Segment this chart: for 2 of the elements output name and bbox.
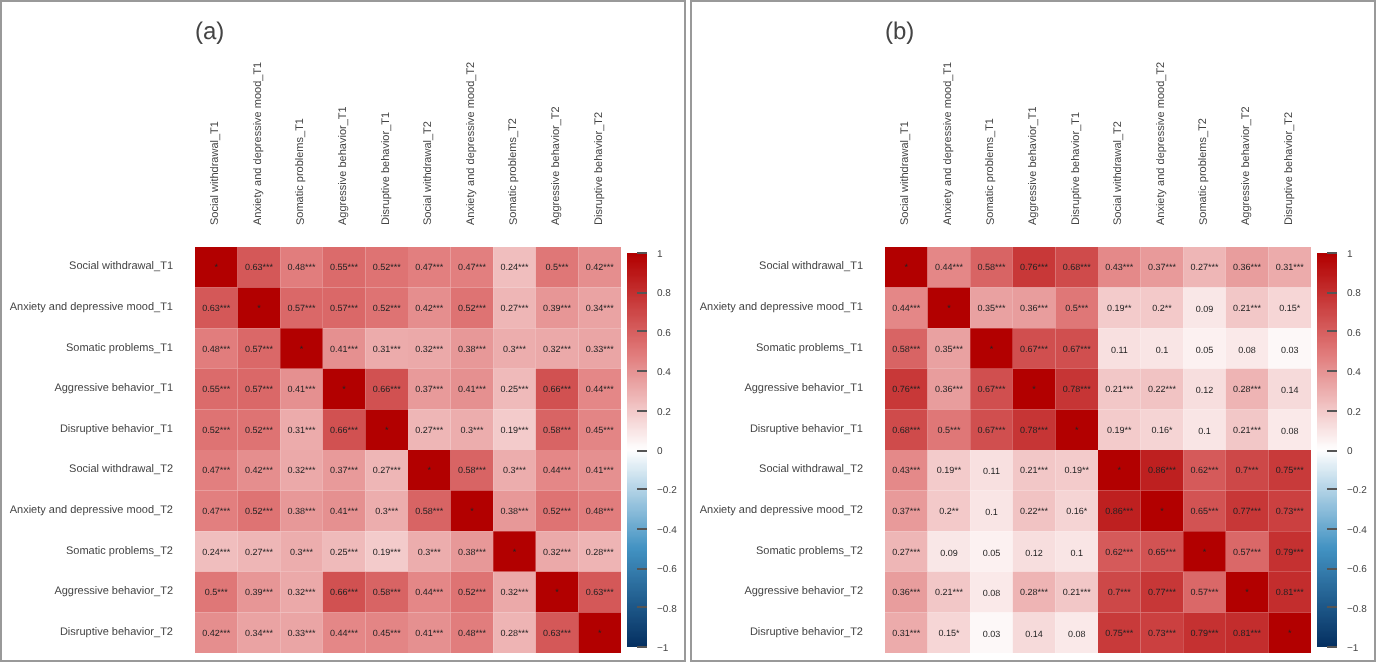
chart-title: (a) [195, 17, 225, 45]
chart-title: (b) [885, 17, 915, 45]
